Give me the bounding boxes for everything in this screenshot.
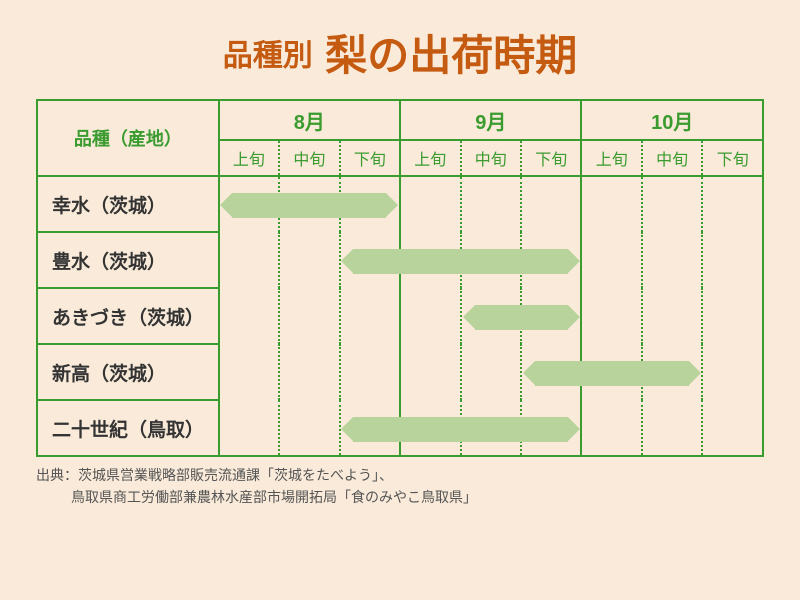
variety-name: あきづき（茨城） [37,288,219,344]
grid-cell [581,176,641,232]
source-line-1: 茨城県営業戦略部販売流通課「茨城をたべよう」、 [78,467,393,483]
grid-cell [642,176,702,232]
table-row: 幸水（茨城） [37,176,763,232]
grid-cell [461,344,521,400]
grid-cell [702,400,763,456]
grid-cell [581,400,641,456]
sub-9-mid: 中旬 [461,140,521,176]
sub-10-early: 上旬 [581,140,641,176]
grid-cell [279,176,339,232]
grid-cell [219,288,279,344]
grid-cell [340,400,400,456]
grid-cell [219,344,279,400]
table-row: 豊水（茨城） [37,232,763,288]
header-month-10: 10月 [581,100,763,140]
grid-cell [340,176,400,232]
grid-cell [702,344,763,400]
table-row: 新高（茨城） [37,344,763,400]
grid-cell [461,176,521,232]
grid-cell [340,344,400,400]
grid-cell [642,232,702,288]
grid-cell [400,232,460,288]
page: 品種別 梨の出荷時期 品種（産地） 8月 9月 10月 上旬 中旬 下旬 上旬 … [0,0,800,600]
sub-10-late: 下旬 [702,140,763,176]
grid-cell [521,400,581,456]
grid-cell [581,288,641,344]
grid-cell [521,232,581,288]
table-row: 二十世紀（鳥取） [37,400,763,456]
grid-cell [400,176,460,232]
sub-8-early: 上旬 [219,140,279,176]
variety-name: 豊水（茨城） [37,232,219,288]
header-month-9: 9月 [400,100,581,140]
grid-cell [702,288,763,344]
chart: 品種（産地） 8月 9月 10月 上旬 中旬 下旬 上旬 中旬 下旬 上旬 中旬… [36,99,764,457]
grid-cell [400,288,460,344]
grid-cell [279,344,339,400]
table-row: あきづき（茨城） [37,288,763,344]
grid-cell [340,288,400,344]
grid-cell [219,176,279,232]
grid-cell [400,344,460,400]
grid-cell [340,232,400,288]
grid-cell [279,232,339,288]
grid-cell [642,288,702,344]
grid-cell [461,232,521,288]
sub-8-mid: 中旬 [279,140,339,176]
grid-cell [461,288,521,344]
shipping-table: 品種（産地） 8月 9月 10月 上旬 中旬 下旬 上旬 中旬 下旬 上旬 中旬… [36,99,764,457]
sub-10-mid: 中旬 [642,140,702,176]
grid-cell [521,344,581,400]
variety-name: 二十世紀（鳥取） [37,400,219,456]
grid-cell [521,288,581,344]
sub-8-late: 下旬 [340,140,400,176]
title-main: 梨の出荷時期 [325,32,577,79]
sub-9-early: 上旬 [400,140,460,176]
source-citation: 出典：茨城県営業戦略部販売流通課「茨城をたべよう」、 鳥取県商工労働部兼農林水産… [36,465,764,508]
variety-name: 幸水（茨城） [37,176,219,232]
grid-cell [642,344,702,400]
grid-cell [581,232,641,288]
header-month-8: 8月 [219,100,400,140]
grid-cell [279,288,339,344]
grid-cell [521,176,581,232]
source-label: 出典： [36,467,78,483]
grid-cell [279,400,339,456]
grid-cell [219,400,279,456]
header-row-months: 品種（産地） 8月 9月 10月 [37,100,763,140]
grid-cell [461,400,521,456]
grid-cell [400,400,460,456]
grid-cell [219,232,279,288]
header-variety: 品種（産地） [37,100,219,176]
sub-9-late: 下旬 [521,140,581,176]
title-block: 品種別 梨の出荷時期 [0,0,800,99]
grid-cell [702,176,763,232]
grid-cell [581,344,641,400]
grid-cell [642,400,702,456]
table-body: 幸水（茨城）豊水（茨城）あきづき（茨城）新高（茨城）二十世紀（鳥取） [37,176,763,456]
title-prefix: 品種別 [223,40,313,73]
variety-name: 新高（茨城） [37,344,219,400]
source-line-2: 鳥取県商工労働部兼農林水産部市場開拓局「食のみやこ鳥取県」 [71,489,477,505]
grid-cell [702,232,763,288]
